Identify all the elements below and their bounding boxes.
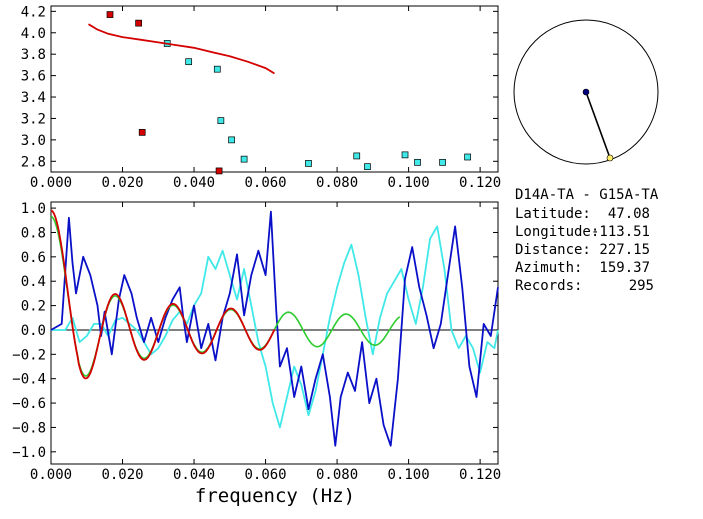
records-value: 295 — [629, 278, 654, 294]
dispersion-panel: 0.000 0.020 0.040 0.060 0.080 0.100 0.120 2.8 3.… — [21, 4, 501, 191]
model-curve — [88, 23, 275, 75]
y-tick-label: 0.6 — [21, 250, 46, 266]
cyan-point — [414, 159, 421, 166]
station-pair: D14A-TA - G15A-TA — [515, 187, 659, 203]
cyan-point — [240, 155, 248, 163]
cyan-point — [228, 136, 235, 144]
dispersion-marks — [88, 11, 471, 175]
red-point — [106, 11, 114, 18]
cyan-point — [464, 153, 471, 161]
y-tick-label: 3.6 — [21, 69, 46, 85]
red-point — [135, 19, 142, 27]
correlation-panel: 0.000 0.020 0.040 0.060 0.080 0.100 0.120 −1.0 −… — [12, 201, 501, 507]
distance-label: Distance: — [515, 242, 591, 258]
cyan-point — [217, 117, 225, 124]
x-tick-label: 0.000 — [30, 175, 72, 191]
x-axis-title: frequency (Hz) — [195, 485, 355, 507]
y-tick-label: 1.0 — [21, 201, 46, 217]
correlation-marks — [50, 209, 499, 447]
y-tick-label: 3.4 — [21, 90, 46, 106]
y-tick-label: −0.8 — [12, 420, 46, 436]
target-station-marker — [606, 154, 614, 162]
cyan-series — [51, 225, 499, 429]
y-tick-label: 4.0 — [21, 26, 46, 42]
azimuth-label: Azimuth: — [515, 260, 582, 276]
longitude-label: Longitude: — [515, 224, 599, 240]
y-tick-label: 3.8 — [21, 47, 46, 63]
longitude-value: -113.51 — [591, 224, 650, 240]
y-tick-label: 3.0 — [21, 133, 46, 149]
x-tick-label: 0.020 — [101, 175, 143, 191]
cyan-point — [439, 159, 446, 166]
latitude-label: Latitude: — [515, 206, 591, 222]
x-tick-label: 0.120 — [459, 175, 501, 191]
dispersion-ticks: 0.000 0.020 0.040 0.060 0.080 0.100 0.120 2.8 3.… — [21, 4, 501, 191]
x-tick-label: 0.060 — [244, 467, 286, 483]
x-tick-label: 0.120 — [459, 467, 501, 483]
azimuth-line — [585, 91, 611, 159]
dispersion-frame — [50, 5, 499, 173]
x-tick-label: 0.040 — [173, 175, 215, 191]
origin-station-marker — [582, 88, 590, 96]
x-tick-label: 0.060 — [244, 175, 286, 191]
cyan-point — [305, 160, 312, 167]
x-tick-label: 0.100 — [388, 175, 430, 191]
cyan-point — [185, 58, 193, 66]
red-point — [138, 129, 146, 136]
y-tick-label: 0.4 — [21, 274, 46, 290]
cyan-point — [364, 163, 371, 170]
x-tick-label: 0.020 — [101, 467, 143, 483]
y-tick-label: 3.2 — [21, 111, 46, 127]
cyan-point — [213, 65, 221, 73]
cyan-point — [353, 152, 361, 160]
y-tick-label: 0.0 — [21, 323, 46, 339]
azimuth-value: 159.37 — [599, 260, 650, 276]
map-circle — [513, 19, 659, 165]
latitude-value: 47.08 — [608, 206, 650, 222]
x-tick-label: 0.040 — [173, 467, 215, 483]
x-tick-label: 0.000 — [30, 467, 72, 483]
y-tick-label: −0.4 — [12, 372, 46, 388]
y-tick-label: −0.6 — [12, 396, 46, 412]
y-tick-label: 4.2 — [21, 4, 46, 20]
blue-series — [50, 210, 499, 447]
red-point — [215, 167, 223, 175]
y-tick-label: 0.8 — [21, 225, 46, 241]
x-tick-label: 0.100 — [388, 467, 430, 483]
records-label: Records: — [515, 278, 582, 294]
distance-value: 227.15 — [599, 242, 650, 258]
y-tick-label: 0.2 — [21, 299, 46, 315]
y-tick-label: −0.2 — [12, 347, 46, 363]
cyan-point — [401, 151, 409, 159]
y-tick-label: 2.8 — [21, 154, 46, 170]
azimuth-map — [513, 19, 659, 165]
x-tick-label: 0.080 — [316, 467, 358, 483]
red-model-series — [50, 209, 276, 380]
correlation-frame — [50, 201, 499, 465]
station-info: D14A-TA - G15A-TA Latitude: 47.08 Longit… — [515, 187, 659, 294]
x-tick-label: 0.080 — [316, 175, 358, 191]
y-tick-label: −1.0 — [12, 445, 46, 461]
